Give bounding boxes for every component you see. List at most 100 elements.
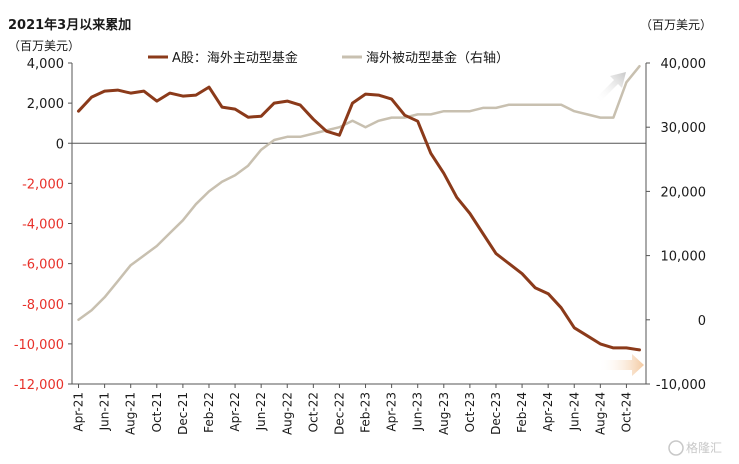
left-tick-label: -8,000 <box>22 298 64 313</box>
x-tick-label: Aug-23 <box>437 392 451 435</box>
watermark: 格隆汇 <box>668 440 722 456</box>
data-point <box>143 90 145 92</box>
data-point <box>156 100 158 102</box>
data-point <box>364 93 367 95</box>
data-point <box>77 319 80 321</box>
data-point <box>638 65 641 67</box>
data-point <box>443 172 445 175</box>
data-point <box>338 126 341 128</box>
data-point <box>234 108 236 110</box>
data-point <box>247 116 249 118</box>
x-tick-label: Dec-21 <box>176 392 190 435</box>
data-point <box>247 164 249 167</box>
data-point <box>169 92 171 94</box>
x-tick-label: Dec-22 <box>332 392 346 435</box>
data-point <box>182 95 184 97</box>
data-point <box>351 102 354 104</box>
data-point <box>547 292 549 295</box>
data-point <box>560 103 562 106</box>
legend-label-active: A股：海外主动型基金 <box>172 50 298 66</box>
data-point <box>403 114 406 116</box>
data-point <box>103 296 106 299</box>
data-point <box>116 89 119 91</box>
data-point <box>221 106 223 108</box>
data-point <box>456 196 458 199</box>
data-point <box>208 190 210 193</box>
arrow-right <box>598 354 644 376</box>
data-point <box>638 349 641 351</box>
right-tick-label: 40,000 <box>661 57 707 72</box>
data-point <box>534 103 536 106</box>
x-tick-label: Apr-21 <box>72 392 86 432</box>
left-axis-unit: （百万美元） <box>8 39 80 53</box>
data-point <box>182 219 184 222</box>
data-point <box>573 327 576 329</box>
data-point <box>573 110 576 112</box>
data-point <box>612 116 615 119</box>
right-tick-label: 0 <box>698 314 706 329</box>
data-point <box>469 110 471 112</box>
x-tick-label: Feb-24 <box>515 392 529 433</box>
data-point <box>77 110 80 112</box>
data-point <box>195 203 197 205</box>
data-point <box>299 104 302 106</box>
x-tick-label: Dec-23 <box>489 392 503 435</box>
right-tick-label: 20,000 <box>661 185 707 200</box>
data-point <box>403 116 406 119</box>
x-tick-label: Jun-22 <box>254 392 268 431</box>
data-point <box>625 347 628 349</box>
data-point <box>169 232 171 234</box>
data-point <box>508 103 510 106</box>
data-point <box>351 120 354 122</box>
left-tick-label: 0 <box>56 137 64 152</box>
x-tick-label: Apr-23 <box>385 392 399 432</box>
left-tick-label: -2,000 <box>22 177 64 192</box>
data-point <box>377 120 380 122</box>
data-point <box>325 130 328 132</box>
data-point <box>312 118 315 120</box>
right-tick-label: -10,000 <box>656 378 706 393</box>
arrow-up-right <box>596 72 626 102</box>
data-point <box>612 347 615 349</box>
data-point <box>273 139 276 141</box>
data-point <box>534 286 536 289</box>
data-point <box>430 113 432 116</box>
series-active <box>77 85 641 352</box>
data-point <box>234 174 236 177</box>
data-point <box>312 132 315 135</box>
data-point <box>482 107 484 109</box>
x-tick-label: Aug-21 <box>124 392 138 435</box>
data-point <box>129 92 132 94</box>
data-point <box>390 116 393 119</box>
data-point <box>90 309 93 312</box>
data-point <box>377 94 380 96</box>
series-line-passive <box>77 64 641 322</box>
data-point <box>495 252 497 255</box>
data-point <box>286 100 289 102</box>
x-tick-label: Oct-22 <box>306 392 320 432</box>
left-tick-label: -4,000 <box>22 218 64 233</box>
x-tick-label: Feb-23 <box>359 392 373 433</box>
data-point <box>416 120 419 122</box>
data-point <box>495 107 497 109</box>
chart-title: 2021年3月以来累加 <box>8 17 131 33</box>
data-point <box>625 81 628 84</box>
data-point <box>586 335 589 337</box>
x-tick-label: Jun-24 <box>567 392 581 431</box>
data-point <box>364 126 367 128</box>
series-line-active <box>77 85 641 352</box>
left-tick-label: 2,000 <box>27 97 64 112</box>
watermark-text: 格隆汇 <box>686 440 722 455</box>
x-tick-label: Aug-22 <box>280 392 294 435</box>
data-point <box>521 272 523 275</box>
left-tick-label: -10,000 <box>14 338 64 353</box>
right-tick-label: 30,000 <box>661 121 707 136</box>
data-point <box>430 152 432 155</box>
x-tick-label: Oct-23 <box>463 392 477 432</box>
x-tick-label: Apr-24 <box>541 392 555 432</box>
series-passive <box>77 64 641 322</box>
right-axis-unit: （百万美元） <box>640 18 712 32</box>
legend-label-passive: 海外被动型基金（右轴） <box>366 50 509 66</box>
data-point <box>443 110 445 112</box>
